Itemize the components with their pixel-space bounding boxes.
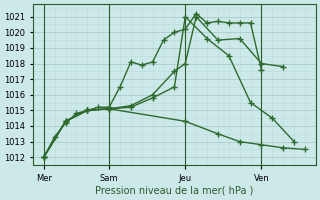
X-axis label: Pression niveau de la mer( hPa ): Pression niveau de la mer( hPa ) bbox=[95, 186, 253, 196]
